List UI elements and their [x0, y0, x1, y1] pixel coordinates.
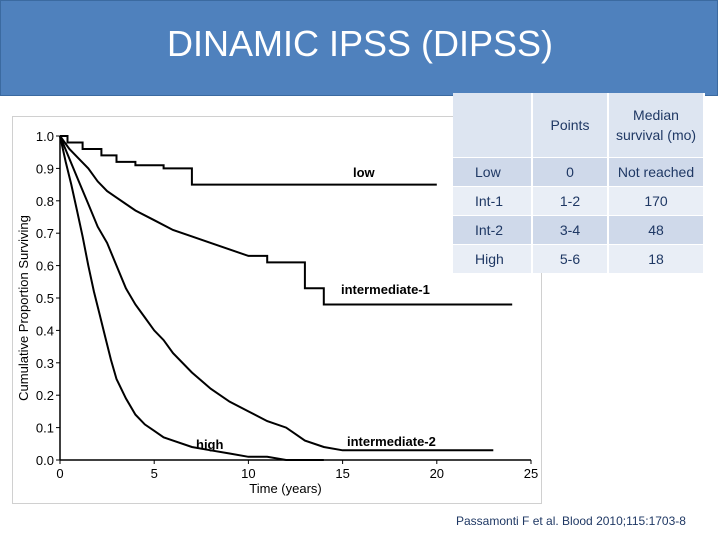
y-tick-label: 0.2	[36, 388, 54, 403]
y-tick-label: 0.7	[36, 226, 54, 241]
y-tick-label: 0.8	[36, 194, 54, 209]
table-cell-category: Int-1	[453, 186, 533, 216]
x-tick-label: 25	[524, 466, 538, 481]
y-tick-label: 0.0	[36, 453, 54, 468]
series-line-intermediate-2	[59, 135, 494, 452]
y-tick-label: 0.3	[36, 356, 54, 371]
curve-label-intermediate-2: intermediate-2	[347, 434, 436, 449]
title-bar: DINAMIC IPSS (DIPSS)	[0, 0, 718, 96]
y-tick-label: 0.1	[36, 421, 54, 436]
table-header-points: Points	[532, 93, 609, 158]
series-line-intermediate-1	[59, 135, 513, 306]
page-title: DINAMIC IPSS (DIPSS)	[166, 23, 554, 64]
x-tick-label: 0	[56, 466, 63, 481]
survival-chart: 0.0 0.1 0.2 0.3 0.4 0.5 0.6 0.7 0.8 0.9 1.0 0 5 10 15 2…	[16, 129, 538, 496]
table-header-median: Median survival (mo)	[608, 93, 705, 158]
table-cell-points: 3-4	[532, 215, 609, 245]
y-axis-label: Cumulative Proportion Surviving	[16, 215, 31, 401]
y-tick-label: 0.6	[36, 259, 54, 274]
series-line-low	[60, 135, 437, 186]
table-row: Int-2 3-4 48	[453, 215, 705, 245]
curve-label-intermediate-1: intermediate-1	[341, 282, 430, 297]
curve-label-high: high	[196, 437, 223, 452]
table-cell-median: 170	[608, 186, 705, 216]
table-cell-category: High	[453, 244, 533, 273]
table-row: Low 0 Not reached	[453, 157, 705, 187]
x-tick-label: 10	[241, 466, 255, 481]
curve-label-low: low	[353, 165, 376, 180]
y-tick-label: 0.4	[36, 323, 54, 338]
dipss-score-table: Points Median survival (mo) Low 0 Not re…	[453, 93, 705, 273]
y-tick-label: 0.5	[36, 291, 54, 306]
x-tick-label: 20	[430, 466, 444, 481]
table-header-category	[453, 93, 533, 158]
table-cell-category: Int-2	[453, 215, 533, 245]
x-tick-label: 5	[151, 466, 158, 481]
table-cell-median: 18	[608, 244, 705, 273]
table-row: Int-1 1-2 170	[453, 186, 705, 216]
table-cell-median: Not reached	[608, 157, 705, 187]
y-tick-label: 1.0	[36, 129, 54, 144]
table-cell-points: 1-2	[532, 186, 609, 216]
table-cell-points: 0	[532, 157, 609, 187]
table-row: High 5-6 18	[453, 244, 705, 273]
table-cell-category: Low	[453, 157, 533, 187]
y-tick-label: 0.9	[36, 161, 54, 176]
series-line-high	[59, 135, 324, 461]
x-tick-label: 15	[335, 466, 349, 481]
citation: Passamonti F et al. Blood 2010;115:1703-…	[456, 514, 686, 528]
table-header-row: Points Median survival (mo)	[453, 93, 705, 158]
table-cell-median: 48	[608, 215, 705, 245]
x-axis-label: Time (years)	[249, 481, 321, 496]
table-cell-points: 5-6	[532, 244, 609, 273]
